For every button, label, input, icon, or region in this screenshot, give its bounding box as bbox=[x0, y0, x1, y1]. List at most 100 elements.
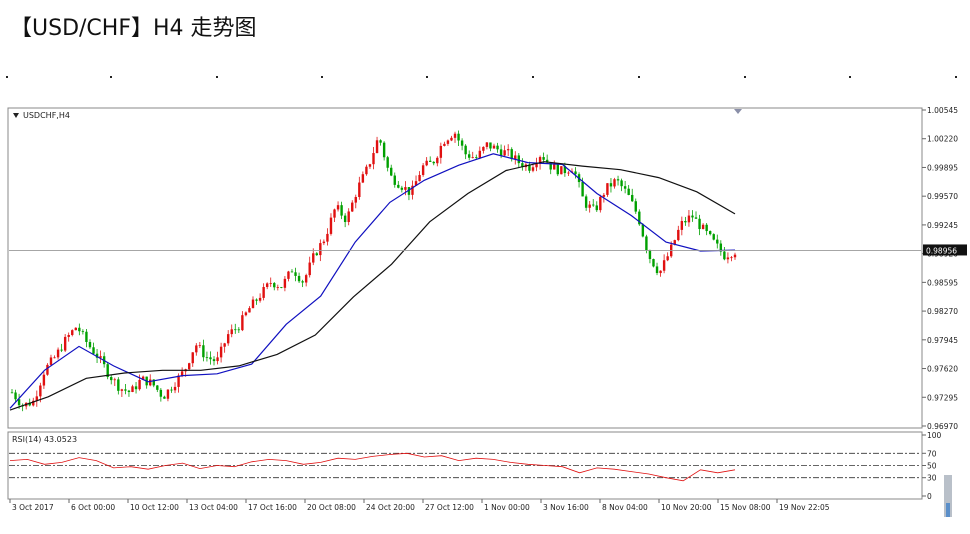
time-tick-label: 20 Oct 08:00 bbox=[307, 503, 356, 512]
candle-body bbox=[188, 363, 191, 370]
candle-body bbox=[347, 211, 350, 223]
candle-body bbox=[212, 359, 216, 362]
candle-body bbox=[113, 379, 116, 381]
candle-body bbox=[503, 150, 506, 156]
price-tick-label: 0.97295 bbox=[927, 393, 958, 402]
candle-body bbox=[680, 221, 684, 230]
candle-body bbox=[124, 389, 127, 391]
candle-body bbox=[460, 140, 464, 146]
candle-body bbox=[273, 283, 276, 288]
candle-body bbox=[358, 182, 361, 197]
price-tick-label: 0.99895 bbox=[927, 163, 958, 172]
candle-body bbox=[106, 364, 109, 378]
candle-body bbox=[510, 149, 513, 160]
candle-body bbox=[450, 137, 453, 141]
candle-body bbox=[506, 149, 510, 151]
candle-body bbox=[716, 239, 719, 244]
candle-body bbox=[294, 272, 297, 276]
candle-body bbox=[120, 389, 124, 391]
chart-svg[interactable]: USDCHF,H4 RSI(14) 43.0523 1.00545 1.00220… bbox=[0, 105, 970, 530]
candle-body bbox=[730, 257, 733, 259]
rsi-tick-label: 50 bbox=[927, 462, 937, 471]
candle-body bbox=[425, 160, 428, 166]
candle-body bbox=[234, 329, 237, 331]
candle-body bbox=[492, 145, 496, 149]
candle-body bbox=[560, 166, 563, 175]
candle-body bbox=[567, 172, 570, 174]
candle-body bbox=[343, 215, 347, 223]
time-tick-label: 27 Oct 12:00 bbox=[425, 503, 474, 512]
candle-body bbox=[301, 281, 304, 283]
candle-body bbox=[191, 352, 194, 364]
candle-body bbox=[170, 389, 173, 391]
candle-body bbox=[138, 379, 141, 390]
candle-body bbox=[393, 175, 396, 185]
time-tick-label: 10 Nov 20:00 bbox=[661, 503, 712, 512]
scroll-marker-icon[interactable] bbox=[734, 109, 742, 114]
candle-body bbox=[545, 159, 549, 163]
candle-body bbox=[467, 154, 471, 158]
candle-body bbox=[287, 271, 290, 279]
candle-body bbox=[127, 390, 131, 392]
candle-body bbox=[265, 283, 269, 287]
candle-body bbox=[687, 215, 691, 223]
candle-body bbox=[230, 329, 233, 335]
candle-body bbox=[152, 379, 155, 386]
current-price-marker: 0.98956 bbox=[9, 244, 967, 256]
candle-body bbox=[485, 142, 489, 147]
candle-body bbox=[712, 234, 715, 240]
price-panel[interactable] bbox=[7, 107, 923, 429]
price-tick-label: 0.98595 bbox=[927, 278, 958, 287]
candle-body bbox=[638, 211, 641, 225]
candle-body bbox=[563, 166, 567, 174]
price-tick-label: 0.99570 bbox=[927, 192, 958, 201]
candle-body bbox=[14, 392, 17, 400]
candle-body bbox=[209, 357, 212, 360]
candle-body bbox=[499, 149, 503, 156]
candle-body bbox=[166, 389, 170, 399]
candle-body bbox=[92, 347, 95, 354]
candle-body bbox=[372, 153, 375, 165]
candle-body bbox=[584, 196, 588, 208]
candle-body bbox=[599, 196, 602, 211]
time-tick-label: 8 Nov 04:00 bbox=[602, 503, 648, 512]
rsi-tick-label: 100 bbox=[927, 431, 942, 440]
candle-body bbox=[156, 385, 159, 390]
candle-body bbox=[315, 253, 318, 256]
candle-body bbox=[641, 224, 645, 237]
candle-body bbox=[496, 145, 499, 150]
scrollbar-handle[interactable] bbox=[944, 475, 952, 517]
candle-body bbox=[673, 240, 676, 245]
candle-body bbox=[49, 357, 53, 365]
candle-body bbox=[379, 140, 382, 143]
candle-body bbox=[226, 334, 230, 344]
candle-body bbox=[195, 345, 198, 353]
candle-body bbox=[719, 243, 723, 252]
candle-body bbox=[432, 161, 435, 164]
candle-body bbox=[308, 262, 311, 276]
rsi-series bbox=[9, 452, 736, 482]
rsi-label: RSI(14) 43.0523 bbox=[12, 435, 77, 444]
candle-body bbox=[514, 155, 517, 160]
candle-body bbox=[95, 353, 99, 358]
candle-body bbox=[340, 205, 343, 216]
candle-body bbox=[627, 188, 630, 195]
candle-body bbox=[475, 157, 478, 159]
candle-body bbox=[304, 275, 308, 283]
dropdown-arrow-icon[interactable] bbox=[13, 113, 19, 118]
candle-body bbox=[56, 349, 60, 358]
candle-body bbox=[397, 184, 400, 188]
candle-body bbox=[517, 155, 521, 164]
time-tick-label: 17 Oct 16:00 bbox=[248, 503, 297, 512]
candle-body bbox=[248, 308, 251, 313]
candle-body bbox=[623, 186, 627, 189]
candle-body bbox=[549, 162, 552, 170]
candle-body bbox=[163, 396, 166, 399]
candle-body bbox=[528, 164, 531, 171]
chart-window[interactable]: USDCHF,H4 RSI(14) 43.0523 1.00545 1.00220… bbox=[0, 105, 970, 530]
candle-body bbox=[390, 167, 393, 176]
price-tick-label: 1.00220 bbox=[927, 135, 958, 144]
candle-body bbox=[613, 179, 616, 187]
candle-body bbox=[333, 209, 336, 218]
price-tick-label: 0.97945 bbox=[927, 336, 958, 345]
